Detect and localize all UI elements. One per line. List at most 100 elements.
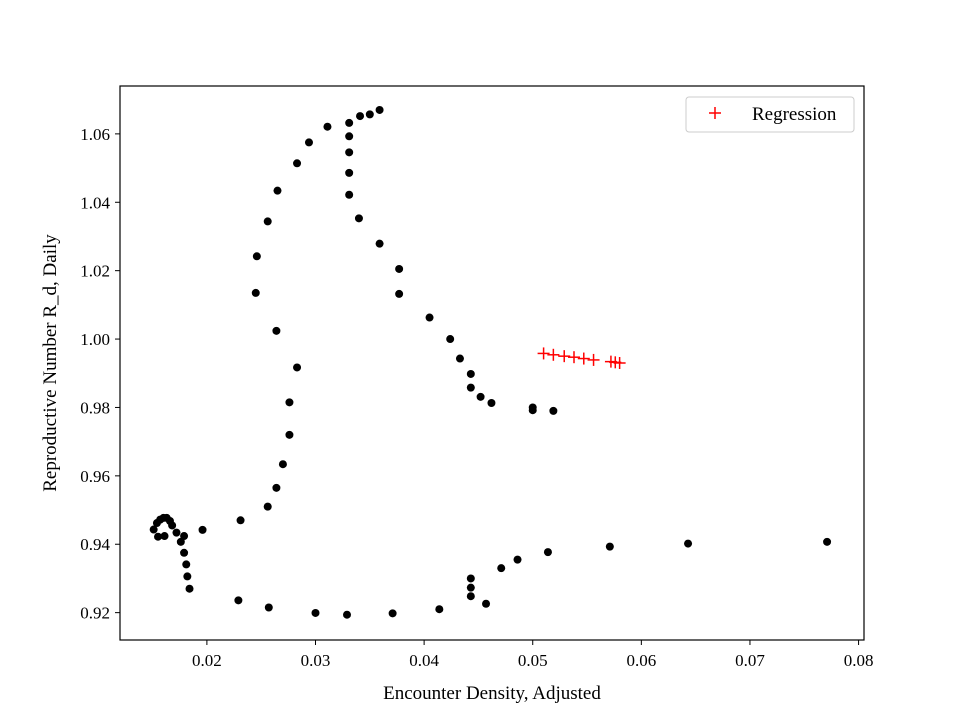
data-point <box>345 168 354 177</box>
data-point <box>466 574 475 583</box>
data-point <box>605 542 614 551</box>
data-point <box>345 118 354 127</box>
regression-point <box>568 351 581 364</box>
data-point <box>180 548 189 557</box>
data-point <box>176 537 185 546</box>
x-tick-label: 0.04 <box>409 651 439 670</box>
observed-series <box>149 105 832 619</box>
data-point <box>466 369 475 378</box>
data-point <box>543 548 552 557</box>
x-tick-label: 0.08 <box>844 651 874 670</box>
legend-label-regression: Regression <box>752 104 837 125</box>
y-tick-label: 0.96 <box>80 467 110 486</box>
legend-marker-regression <box>709 107 721 119</box>
data-point <box>273 186 282 195</box>
data-point <box>425 313 434 322</box>
data-point <box>152 519 161 528</box>
data-point <box>395 264 404 273</box>
data-point <box>285 398 294 407</box>
regression-point <box>587 353 600 366</box>
y-axis-ticks: 0.92 0.94 0.96 0.98 1.00 1.02 1.04 1.06 <box>80 125 120 623</box>
data-point <box>149 525 158 534</box>
axes-frame <box>119 85 865 641</box>
data-point <box>446 335 455 344</box>
data-point <box>343 610 352 619</box>
regression-point <box>547 348 560 361</box>
data-point <box>252 252 261 261</box>
data-point <box>823 537 832 546</box>
data-point <box>323 122 332 131</box>
data-point <box>395 289 404 298</box>
data-point <box>285 430 294 439</box>
data-point <box>487 399 496 408</box>
data-point <box>304 138 313 147</box>
data-series <box>149 105 832 619</box>
data-point <box>263 502 272 511</box>
data-point <box>497 564 506 573</box>
data-point <box>272 326 281 335</box>
data-point <box>185 584 194 593</box>
data-point <box>278 460 287 469</box>
x-tick-label: 0.05 <box>518 651 548 670</box>
data-point <box>293 363 302 372</box>
regression-series <box>537 347 626 369</box>
data-point <box>172 528 181 537</box>
regression-point <box>613 357 626 369</box>
data-point <box>466 583 475 592</box>
data-point <box>236 516 245 525</box>
data-point <box>528 406 537 415</box>
data-point <box>160 532 169 541</box>
data-point <box>476 392 485 401</box>
y-tick-label: 1.02 <box>80 262 110 281</box>
data-point <box>435 605 444 614</box>
data-point <box>482 599 491 608</box>
y-tick-label: 0.94 <box>80 535 110 554</box>
data-point <box>345 190 354 199</box>
x-tick-label: 0.02 <box>192 651 222 670</box>
data-point <box>264 603 273 612</box>
data-point <box>388 609 397 618</box>
plot-area: 0.02 0.03 0.04 0.05 0.06 0.07 0.08 0.920.940.9… <box>80 85 873 670</box>
data-point <box>375 239 384 248</box>
y-tick-label: 0.92 <box>80 604 110 623</box>
y-tick-label: 1.06 <box>80 125 110 144</box>
data-point <box>263 217 272 226</box>
data-point <box>354 214 363 223</box>
y-tick-label: 1.04 <box>80 193 110 212</box>
data-point <box>345 132 354 141</box>
data-point <box>455 354 464 363</box>
x-axis-ticks: 0.02 0.03 0.04 0.05 0.06 0.07 0.08 <box>192 640 873 670</box>
legend: Regression <box>685 96 855 133</box>
x-tick-label: 0.07 <box>735 651 765 670</box>
data-point <box>180 532 189 541</box>
data-point <box>183 572 192 581</box>
data-point <box>356 112 365 121</box>
y-tick-label: 1.00 <box>80 330 110 349</box>
y-axis-label: Reproductive Number R_d, Daily <box>40 234 61 492</box>
data-point <box>466 383 475 392</box>
data-point <box>272 483 281 492</box>
data-point <box>234 596 243 605</box>
data-point <box>513 555 522 564</box>
data-point <box>375 105 384 114</box>
data-point <box>182 560 191 569</box>
data-point <box>345 148 354 157</box>
data-point <box>365 110 374 119</box>
data-point <box>251 288 260 297</box>
y-tick-label: 0.98 <box>80 398 110 417</box>
regression-point <box>537 347 550 360</box>
data-point <box>684 539 693 548</box>
data-point <box>466 592 475 601</box>
regression-point <box>558 350 571 363</box>
regression-point <box>577 352 590 365</box>
data-point <box>293 159 302 168</box>
data-point <box>198 525 207 534</box>
legend-frame <box>685 96 855 133</box>
x-tick-label: 0.03 <box>301 651 331 670</box>
data-point <box>311 608 320 617</box>
data-point <box>549 406 558 415</box>
x-tick-label: 0.06 <box>626 651 656 670</box>
data-point <box>154 532 163 541</box>
x-axis-label: Encounter Density, Adjusted <box>383 683 601 704</box>
